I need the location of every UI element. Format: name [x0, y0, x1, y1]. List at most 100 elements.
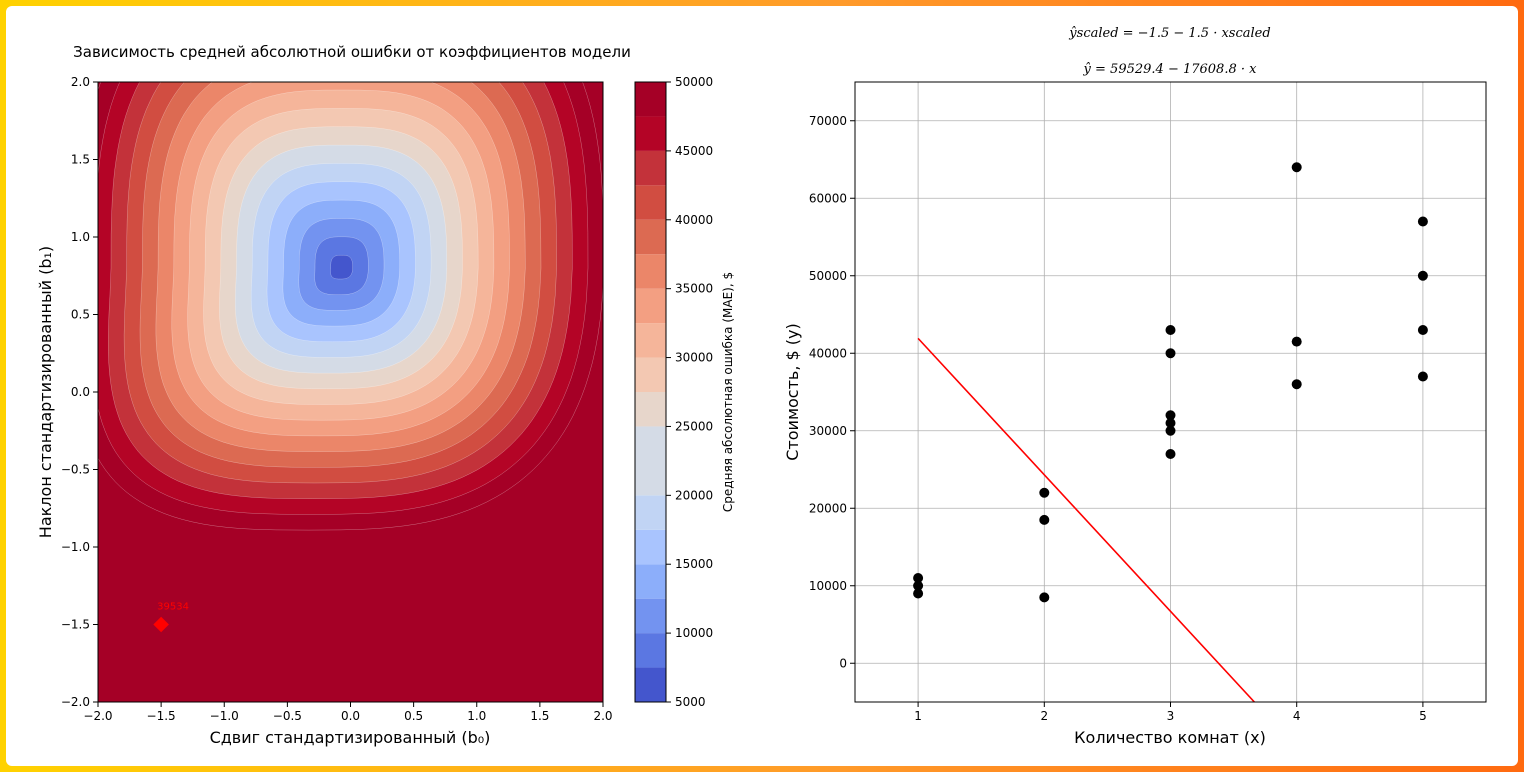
colorbar-cell-1 — [635, 667, 666, 702]
colorbar-tick-label: 25000 — [675, 419, 713, 433]
colorbar-tick-label: 15000 — [675, 557, 713, 571]
scatter-point — [1039, 487, 1050, 498]
contour-levels — [98, 82, 603, 531]
scatter-point — [1417, 325, 1428, 335]
colorbar-tick-label: 5000 — [675, 695, 706, 709]
contour-y-tick-label: −0.5 — [61, 463, 90, 477]
contour-x-tick-label: 2.0 — [593, 709, 612, 723]
colorbar-frame — [634, 81, 667, 703]
scatter-point — [1417, 216, 1428, 227]
scatter-point — [1165, 325, 1176, 335]
colorbar-cell-10 — [635, 323, 666, 358]
colorbar-cell-13 — [635, 219, 666, 255]
scatter-x-ticks: 1 2 3 4 5 — [914, 702, 1427, 723]
contour-plot-area — [98, 82, 603, 702]
scatter-y-tick-label: 20000 — [809, 501, 847, 515]
scatter-y-tick-label: 50000 — [809, 269, 847, 283]
colorbar-cell-16 — [635, 116, 666, 151]
regression-line — [917, 337, 1255, 702]
scatter-plot-area — [913, 162, 1428, 702]
scatter-point — [1039, 592, 1050, 603]
contour-y-tick-label: −1.5 — [61, 618, 90, 632]
scatter-point — [1165, 425, 1176, 436]
equation-title: ŷ = 59529.4 − 17608.8 · x — [1083, 62, 1258, 77]
scatter-x-label: Количество комнат (x) — [1074, 728, 1266, 747]
scaled-equation-title: ŷscaled = −1.5 − 1.5 · xscaled — [1068, 26, 1270, 41]
scatter-point — [1291, 336, 1302, 347]
contour-y-tick-label: 0.0 — [71, 385, 90, 399]
colorbar-tick-label: 50000 — [675, 75, 713, 89]
contour-x-tick-label: 1.0 — [467, 709, 486, 723]
contour-y-tick-label: −2.0 — [61, 695, 90, 709]
contour-y-ticks: −2.0 −1.5 −1.0 −0.5 0.0 0.5 1.0 1.5 2.0 — [61, 75, 98, 709]
contour-y-tick-label: 2.0 — [71, 75, 90, 89]
scatter-point — [1165, 449, 1176, 459]
scatter-point — [1291, 379, 1302, 390]
scatter-y-ticks: 0 10000 20000 30000 40000 50000 60000 70000 — [809, 114, 855, 670]
scatter-point — [1417, 371, 1428, 382]
colorbar-tick-label: 10000 — [675, 626, 713, 640]
colorbar-cell-9 — [635, 357, 666, 392]
scatter-y-label: Стоимость, $ (y) — [783, 323, 802, 460]
contour-x-tick-label: 0.5 — [404, 709, 423, 723]
scatter-point — [1039, 514, 1050, 525]
colorbar-cell-3 — [635, 598, 666, 634]
scatter-y-tick-label: 60000 — [809, 191, 847, 205]
scatter-grid — [855, 82, 1486, 702]
colorbar-cell-14 — [635, 185, 666, 220]
figure-canvas: Зависимость средней абсолютной ошибки от… — [36, 26, 1487, 747]
colorbar-cell-4 — [635, 564, 666, 599]
scatter-x-tick-label: 1 — [914, 709, 922, 723]
scatter-point — [913, 588, 924, 599]
scatter-point — [1165, 348, 1176, 359]
scatter-y-tick-label: 10000 — [809, 579, 847, 593]
colorbar: 5000 10000 15000 20000 25000 30000 35000 40000 4… — [634, 75, 735, 709]
contour-chart-title: Зависимость средней абсолютной ошибки от… — [73, 43, 631, 61]
colorbar-label: Средняя абсолютная ошибка (MAE), $ — [721, 272, 735, 512]
scatter-x-tick-label: 4 — [1293, 709, 1301, 723]
scatter-y-tick-label: 70000 — [809, 114, 847, 128]
scatter-point — [913, 573, 924, 583]
scatter-points — [913, 162, 1428, 603]
contour-y-label: Наклон стандартизированный (b₁) — [36, 246, 55, 538]
scatter-point — [1165, 418, 1176, 428]
current-point-diamond — [153, 616, 169, 633]
figure: Зависимость средней абсолютной ошибки от… — [6, 6, 1518, 766]
contour-x-tick-label: −1.0 — [210, 709, 239, 723]
contour-x-tick-label: −2.0 — [83, 709, 112, 723]
colorbar-cell-6 — [635, 495, 666, 530]
colorbar-cell-5 — [635, 529, 666, 565]
colorbar-cell-17 — [635, 82, 666, 117]
contour-band-1 — [330, 255, 353, 280]
colorbar-cell-11 — [635, 288, 666, 324]
colorbar-tick-label: 45000 — [675, 144, 713, 158]
colorbar-cell-2 — [635, 633, 666, 668]
scatter-point — [1165, 410, 1176, 421]
colorbar-cell-15 — [635, 150, 666, 186]
contour-x-tick-label: 0.0 — [341, 709, 360, 723]
contour-y-tick-label: 0.5 — [71, 308, 90, 322]
colorbar-tick-label: 30000 — [675, 351, 713, 365]
scatter-point — [913, 580, 924, 591]
colorbar-cells — [635, 82, 666, 702]
colorbar-cell-12 — [635, 254, 666, 289]
scatter-y-tick-label: 30000 — [809, 424, 847, 438]
contour-y-tick-label: 1.0 — [71, 230, 90, 244]
contour-y-tick-label: −1.0 — [61, 540, 90, 554]
current-point-mae-label: 39534 — [157, 602, 189, 613]
colorbar-cell-7 — [635, 426, 666, 496]
colorbar-tick-label: 20000 — [675, 488, 713, 502]
contour-x-tick-label: 1.5 — [530, 709, 549, 723]
colorbar-cell-8 — [635, 392, 666, 427]
scatter-y-tick-label: 40000 — [809, 346, 847, 360]
contour-x-tick-label: −1.5 — [147, 709, 176, 723]
scatter-x-tick-label: 3 — [1167, 709, 1175, 723]
scatter-y-tick-label: 0 — [839, 656, 847, 670]
scatter-x-tick-label: 5 — [1419, 709, 1427, 723]
contour-x-tick-label: −0.5 — [273, 709, 302, 723]
colorbar-tick-label: 40000 — [675, 213, 713, 227]
colorbar-ticks: 5000 10000 15000 20000 25000 30000 35000 40000 4… — [666, 75, 713, 709]
contour-x-ticks: −2.0 −1.5 −1.0 −0.5 0.0 0.5 1.0 1.5 2.0 — [83, 702, 613, 723]
contour-x-label: Сдвиг стандартизированный (b₀) — [210, 728, 491, 747]
scatter-point — [1417, 270, 1428, 281]
